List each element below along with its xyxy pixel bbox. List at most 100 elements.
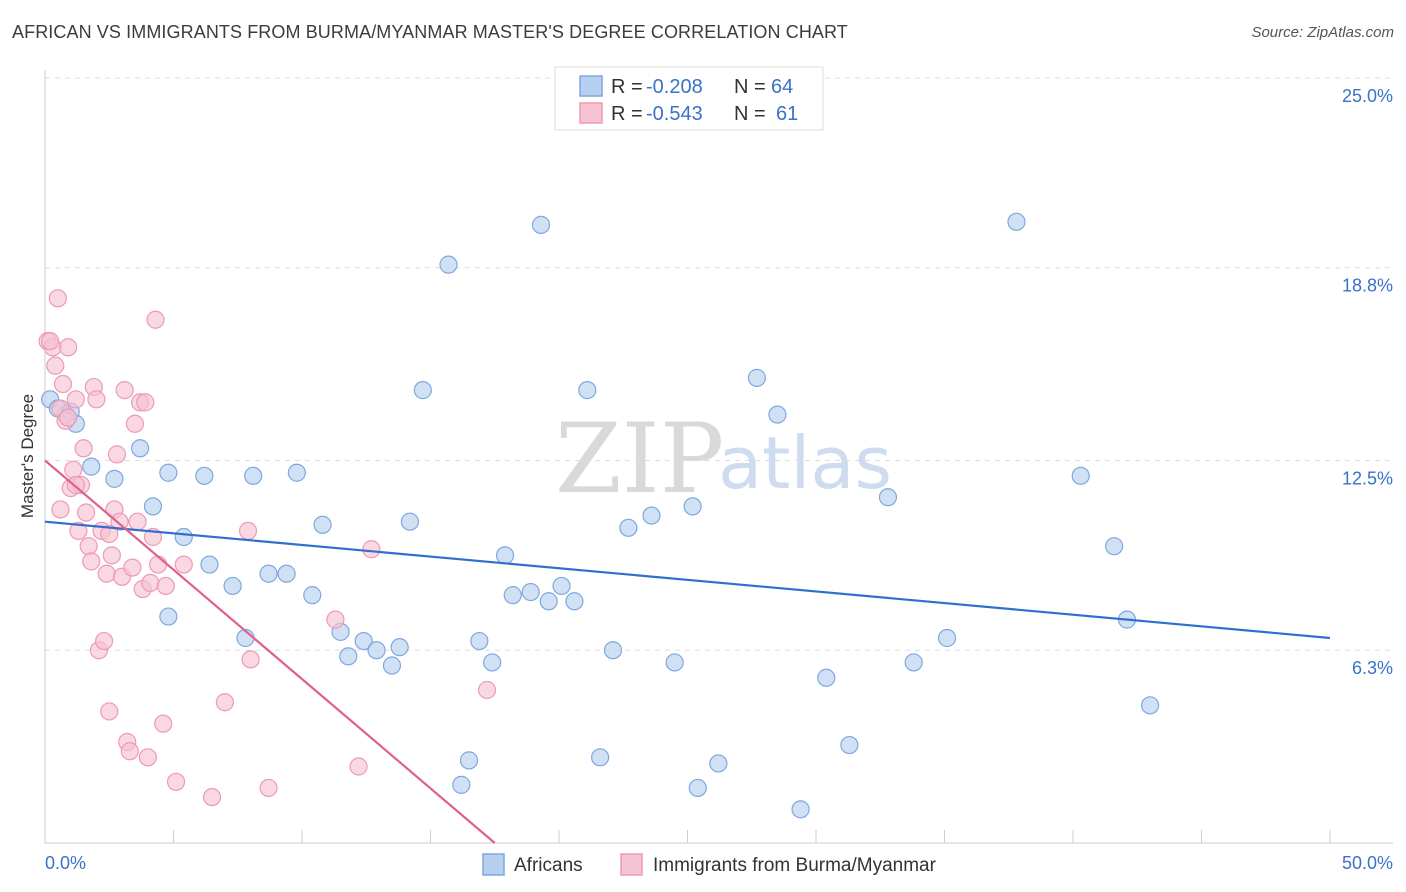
chart-title: AFRICAN VS IMMIGRANTS FROM BURMA/MYANMAR…: [12, 22, 848, 42]
y-tick-label: 25.0%: [1342, 86, 1393, 106]
african-point: [313, 515, 332, 534]
burma-point: [74, 439, 93, 458]
african-point: [413, 381, 432, 400]
african-point: [878, 488, 898, 507]
burma-point: [125, 414, 145, 433]
legend-swatch-africans: [579, 75, 603, 97]
african-point: [339, 647, 358, 666]
burma-point: [53, 374, 73, 394]
burma-point: [46, 356, 65, 375]
african-point: [531, 215, 551, 234]
burma-point: [59, 408, 78, 427]
african-point: [143, 497, 163, 516]
african-point: [287, 463, 306, 482]
african-point: [709, 754, 728, 773]
african-point: [483, 653, 502, 672]
african-point: [1007, 212, 1026, 231]
burma-point: [146, 310, 165, 329]
burma-point: [136, 393, 155, 412]
burma-point: [95, 631, 114, 651]
bottom-legend-swatch-burma: [620, 853, 643, 876]
african-point: [195, 466, 214, 485]
african-point: [223, 576, 242, 596]
burma-point: [102, 546, 121, 565]
grid: [45, 77, 1393, 651]
burma-point: [48, 289, 67, 308]
african-point: [578, 381, 597, 400]
legend-r-value-0: -0.208: [646, 76, 703, 98]
african-point: [174, 527, 193, 547]
african-point: [747, 368, 766, 387]
african-point: [552, 576, 571, 596]
x-tick-label: 0.0%: [45, 853, 86, 873]
legend: R = -0.208 N = 64 R = -0.543 N = 61: [554, 66, 824, 131]
african-point: [495, 546, 515, 565]
african-point: [367, 641, 386, 660]
legend-n-value-0: 64: [771, 76, 793, 98]
burma-point: [41, 332, 60, 351]
african-point: [565, 592, 584, 611]
african-point: [817, 668, 836, 687]
burma-point: [87, 390, 106, 409]
watermark: ZIP atlas: [555, 403, 892, 515]
burma-point: [59, 338, 78, 357]
burma-point: [79, 537, 98, 556]
burma-point: [110, 512, 129, 531]
burma-point: [174, 555, 193, 574]
african-point: [470, 631, 489, 651]
african-point: [354, 631, 373, 651]
legend-r-value-1: -0.543: [646, 103, 703, 125]
y-tick-label: 18.8%: [1342, 276, 1393, 296]
series-africans: [41, 212, 1160, 819]
african-point: [259, 564, 278, 583]
african-point: [521, 582, 540, 602]
trend-line-burma: [44, 459, 496, 844]
burma-point: [123, 558, 142, 577]
trend-line-africans: [44, 520, 1331, 640]
legend-n-label-0: N =: [734, 76, 766, 98]
y-axis-label: Master's Degree: [18, 394, 37, 518]
african-point: [503, 586, 522, 605]
bottom-legend-swatch-africans: [482, 853, 505, 876]
african-point: [244, 466, 263, 485]
burma-point: [69, 521, 88, 540]
burma-point: [64, 460, 83, 479]
african-point: [452, 775, 471, 794]
watermark-zip: ZIP: [555, 403, 724, 515]
legend-n-label-1: N =: [734, 103, 766, 125]
burma-point: [154, 714, 173, 733]
series-burma: [38, 289, 497, 807]
african-point: [400, 512, 420, 531]
bottom-legend: Africans Immigrants from Burma/Myanmar: [482, 853, 937, 876]
watermark-atlas: atlas: [718, 421, 892, 505]
african-point: [603, 641, 623, 660]
burma-point: [477, 680, 497, 700]
burma-point: [97, 564, 116, 583]
african-point: [791, 800, 810, 819]
african-point: [937, 628, 957, 648]
burma-point: [166, 772, 186, 791]
african-point: [105, 469, 124, 488]
african-point: [82, 457, 101, 476]
y-tick-labels: 6.3% 12.5% 18.8% 25.0%: [1342, 86, 1393, 678]
burma-point: [100, 524, 119, 544]
burma-point: [215, 693, 234, 712]
african-point: [1105, 537, 1124, 556]
burma-point: [202, 787, 222, 807]
african-point: [539, 592, 558, 611]
african-point: [303, 586, 322, 605]
chart-source: Source: ZipAtlas.com: [1251, 24, 1394, 41]
burma-point: [326, 610, 345, 629]
african-point: [591, 748, 610, 767]
y-tick-label: 6.3%: [1352, 658, 1393, 678]
african-point: [642, 506, 661, 525]
african-point: [619, 518, 638, 537]
burma-point: [120, 742, 139, 761]
african-point: [688, 778, 707, 798]
burma-point: [148, 555, 168, 574]
african-point: [390, 638, 409, 657]
burma-point: [128, 512, 147, 531]
african-point: [1140, 696, 1160, 715]
legend-swatch-burma: [579, 102, 603, 124]
